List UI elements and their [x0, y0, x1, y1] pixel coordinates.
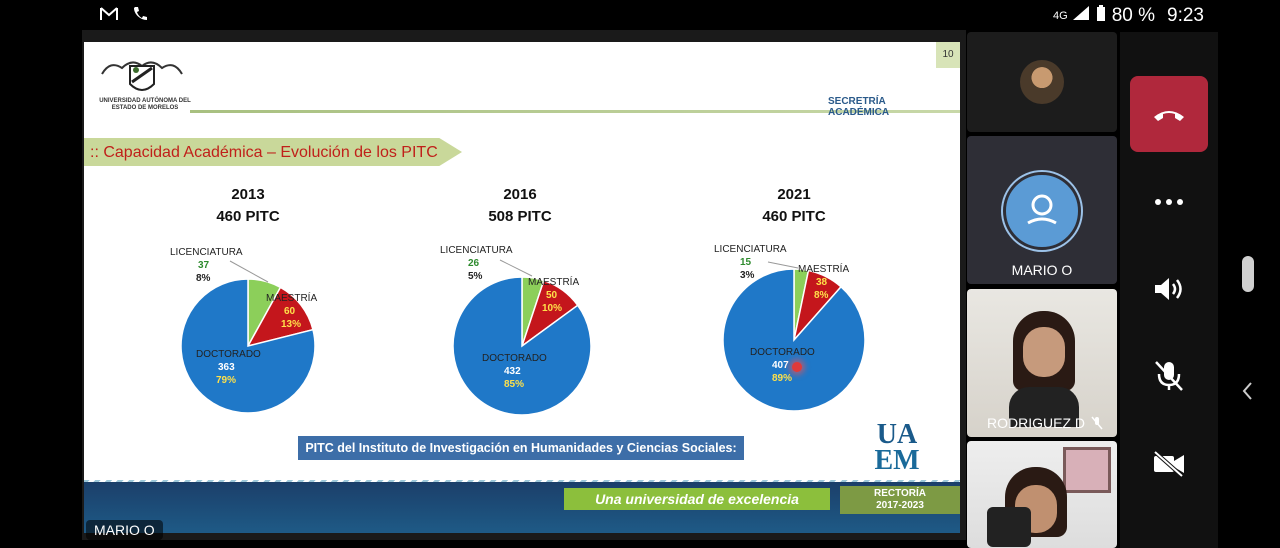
participant-tile-other[interactable]: [967, 441, 1117, 548]
participant-tile-mario[interactable]: MARIO O: [967, 136, 1117, 284]
presenter-name-label: MARIO O: [86, 520, 163, 540]
more-icon: [1155, 199, 1183, 205]
chart2-pct-licenciatura: 5%: [468, 271, 483, 282]
chart2-label-maestria: MAESTRÍA: [528, 277, 580, 288]
speaker-button[interactable]: [1130, 267, 1208, 311]
university-crest-icon: [100, 56, 184, 101]
chart2-value-doctorado: 432: [504, 366, 521, 377]
uaem-logo-top: UA: [876, 419, 918, 450]
chart3-subtitle: 460 PITC: [762, 208, 826, 225]
participant-tile-self[interactable]: [967, 32, 1117, 132]
chart3-pct-doctorado: 89%: [772, 373, 793, 384]
rectoria-badge: RECTORÍA 2017-2023: [840, 486, 960, 514]
participant-video: [1009, 311, 1079, 427]
chart1-value-licenciatura: 37: [198, 260, 210, 271]
slide-title: :: Capacidad Académica – Evolución de lo…: [90, 144, 438, 161]
scroll-handle[interactable]: [1242, 256, 1254, 292]
chart1-title: 2013: [231, 186, 265, 203]
status-bar: 4G 80 % 9:23: [82, 0, 1218, 30]
participant-name: MARIO O: [1011, 262, 1073, 278]
laser-pointer: [792, 362, 802, 372]
footer-note: PITC del Instituto de Investigación en H…: [298, 436, 744, 479]
pie-chart-2013: [180, 278, 316, 414]
more-options-button[interactable]: [1130, 180, 1208, 224]
clock: 9:23: [1167, 5, 1204, 26]
battery-percent: 80 %: [1111, 5, 1156, 26]
chart3-pct-licenciatura: 3%: [740, 270, 755, 281]
mic-off-icon: [1155, 361, 1183, 391]
participant-tile-rodriguez[interactable]: RODRIGUEZ D: [967, 289, 1117, 437]
avatar: [1003, 172, 1081, 250]
pie-chart-2021: [722, 268, 866, 412]
chart1-pct-licenciatura: 8%: [196, 273, 211, 284]
chart3-value-licenciatura: 15: [740, 257, 752, 268]
chart1-pct-maestria: 13%: [281, 319, 302, 330]
university-name-line2: ESTADO DE MORELOS: [111, 105, 179, 111]
chart3-label-doctorado: DOCTORADO: [750, 347, 815, 358]
chart1-pct-doctorado: 79%: [216, 375, 237, 386]
phone-icon: [132, 6, 148, 27]
pie-chart-2016: [452, 276, 592, 416]
pie-slice-doctorado: [452, 276, 592, 416]
motto: Una universidad de excelencia: [564, 488, 830, 510]
network-type: 4G: [1053, 10, 1068, 22]
mic-muted-icon: [1091, 416, 1103, 430]
pie-slice-doctorado: [180, 278, 316, 414]
chart1-subtitle: 460 PITC: [216, 208, 280, 225]
chart1-value-doctorado: 363: [218, 362, 235, 373]
chart3-value-maestria: 38: [816, 277, 828, 288]
chart2-label-doctorado: DOCTORADO: [482, 353, 547, 364]
back-arrow-icon[interactable]: [1240, 380, 1254, 407]
pie-slice-doctorado: [722, 268, 866, 412]
header-rule: [190, 110, 960, 113]
participant-name: RODRIGUEZ D: [987, 415, 1085, 431]
university-name-line1: UNIVERSIDAD AUTÓNOMA DEL: [99, 98, 191, 104]
battery-icon: [1096, 4, 1106, 28]
gmail-icon: [100, 7, 118, 26]
self-avatar: [1020, 60, 1064, 104]
chart1-label-doctorado: DOCTORADO: [196, 349, 261, 360]
secretaria-line1: SECRETRÍA: [828, 96, 886, 107]
pie-slice-maestria: [246, 286, 314, 348]
uaem-logo-bottom: EM: [874, 445, 920, 476]
chart2-pct-doctorado: 85%: [504, 379, 525, 390]
chart2-value-licenciatura: 26: [468, 258, 480, 269]
chart3-label-licenciatura: LICENCIATURA: [714, 244, 787, 255]
chart3-value-doctorado: 407: [772, 360, 789, 371]
speaker-icon: [1155, 278, 1182, 300]
secretaria-line2: ACADÉMICA: [828, 107, 890, 118]
video-off-icon: [1153, 451, 1184, 477]
presentation-slide: UNIVERSIDAD AUTÓNOMA DEL ESTADO DE MOREL…: [84, 42, 960, 533]
mute-mic-button[interactable]: [1130, 354, 1208, 398]
chart2-value-maestria: 50: [546, 290, 558, 301]
leader-lines: [229, 259, 799, 283]
chart1-label-licenciatura: LICENCIATURA: [170, 247, 243, 258]
hang-up-icon: [1154, 111, 1184, 121]
rectoria-line2: 2017-2023: [876, 500, 924, 511]
chart2-label-licenciatura: LICENCIATURA: [440, 245, 513, 256]
title-banner: [84, 138, 462, 166]
chart3-label-maestria: MAESTRÍA: [798, 264, 850, 275]
video-off-button[interactable]: [1130, 442, 1208, 486]
person-icon: [1027, 194, 1057, 225]
chart3-title: 2021: [777, 186, 811, 203]
end-call-button[interactable]: [1130, 76, 1208, 152]
chart1-value-maestria: 60: [284, 306, 296, 317]
chart2-pct-maestria: 10%: [542, 303, 563, 314]
page-number: 10: [936, 42, 960, 68]
rectoria-line1: RECTORÍA: [873, 488, 927, 499]
chart3-pct-maestria: 8%: [814, 290, 829, 301]
signal-icon: [1072, 5, 1090, 27]
chart2-title: 2016: [503, 186, 537, 203]
chart1-label-maestria: MAESTRÍA: [266, 293, 318, 304]
chart2-subtitle: 508 PITC: [488, 208, 552, 225]
